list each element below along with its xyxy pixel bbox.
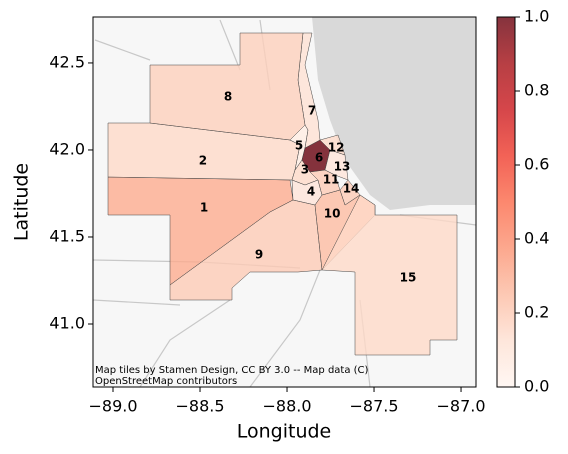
colorbar-tick-label: 0.2	[524, 303, 549, 322]
attribution: OpenStreetMap contributors	[95, 376, 237, 387]
region	[149, 32, 306, 141]
colorbar-frame	[496, 16, 516, 388]
x-tick-label: −88.0	[263, 397, 312, 416]
regions	[107, 32, 458, 356]
region-label: 13	[334, 160, 351, 174]
x-tick-label: −87.5	[350, 397, 399, 416]
colorbar-tick-label: 0.4	[524, 229, 549, 248]
region-label: 8	[224, 89, 232, 103]
region-label: 11	[323, 172, 340, 186]
region-label: 1	[200, 200, 208, 214]
colorbar-tick-label: 0.6	[524, 155, 549, 174]
y-axis-label: Latitude	[11, 163, 33, 241]
colorbar-tick-label: 1.0	[524, 7, 549, 26]
y-tick-label: 41.5	[49, 226, 85, 245]
region-label: 14	[343, 181, 360, 195]
y-tick-label: 41.0	[49, 313, 85, 332]
colorbar	[497, 17, 515, 387]
region-label: 12	[328, 141, 345, 155]
x-tick-label: −88.5	[176, 397, 225, 416]
x-axis-label: Longitude	[237, 421, 332, 443]
colorbar-tick-label: 0.0	[524, 377, 549, 396]
attribution: Map tiles by Stamen Design, CC BY 3.0 --…	[95, 365, 369, 376]
y-tick-label: 42.5	[49, 52, 85, 71]
region	[324, 149, 349, 181]
region-label: 10	[324, 207, 341, 221]
plot-frame	[92, 16, 477, 388]
x-tick-label: −87.0	[437, 397, 486, 416]
region-label: 5	[295, 138, 303, 152]
region-label: 9	[255, 247, 263, 261]
x-tick-label: −89.0	[88, 397, 137, 416]
region-label: 3	[301, 162, 309, 176]
lake	[312, 17, 476, 210]
region-label: 4	[307, 184, 315, 198]
y-tick-label: 42.0	[49, 139, 85, 158]
region-label: 6	[315, 150, 323, 164]
region-label: 7	[308, 103, 316, 117]
region-label: 2	[199, 153, 207, 167]
region	[169, 199, 323, 301]
region-label: 15	[400, 271, 417, 285]
region	[321, 194, 458, 356]
colorbar-tick-label: 0.8	[524, 81, 549, 100]
